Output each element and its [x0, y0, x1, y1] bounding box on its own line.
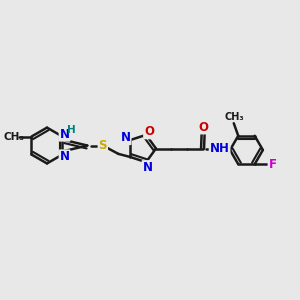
Text: O: O — [198, 121, 208, 134]
Text: N: N — [60, 128, 70, 141]
Text: O: O — [144, 125, 154, 138]
Text: CH₃: CH₃ — [224, 112, 244, 122]
Text: NH: NH — [210, 142, 230, 155]
Text: N: N — [60, 150, 70, 164]
Text: F: F — [268, 158, 277, 171]
Text: CH₃: CH₃ — [3, 132, 24, 142]
Text: N: N — [121, 131, 130, 144]
Text: N: N — [142, 161, 153, 174]
Text: S: S — [99, 139, 107, 152]
Text: H: H — [67, 125, 76, 135]
